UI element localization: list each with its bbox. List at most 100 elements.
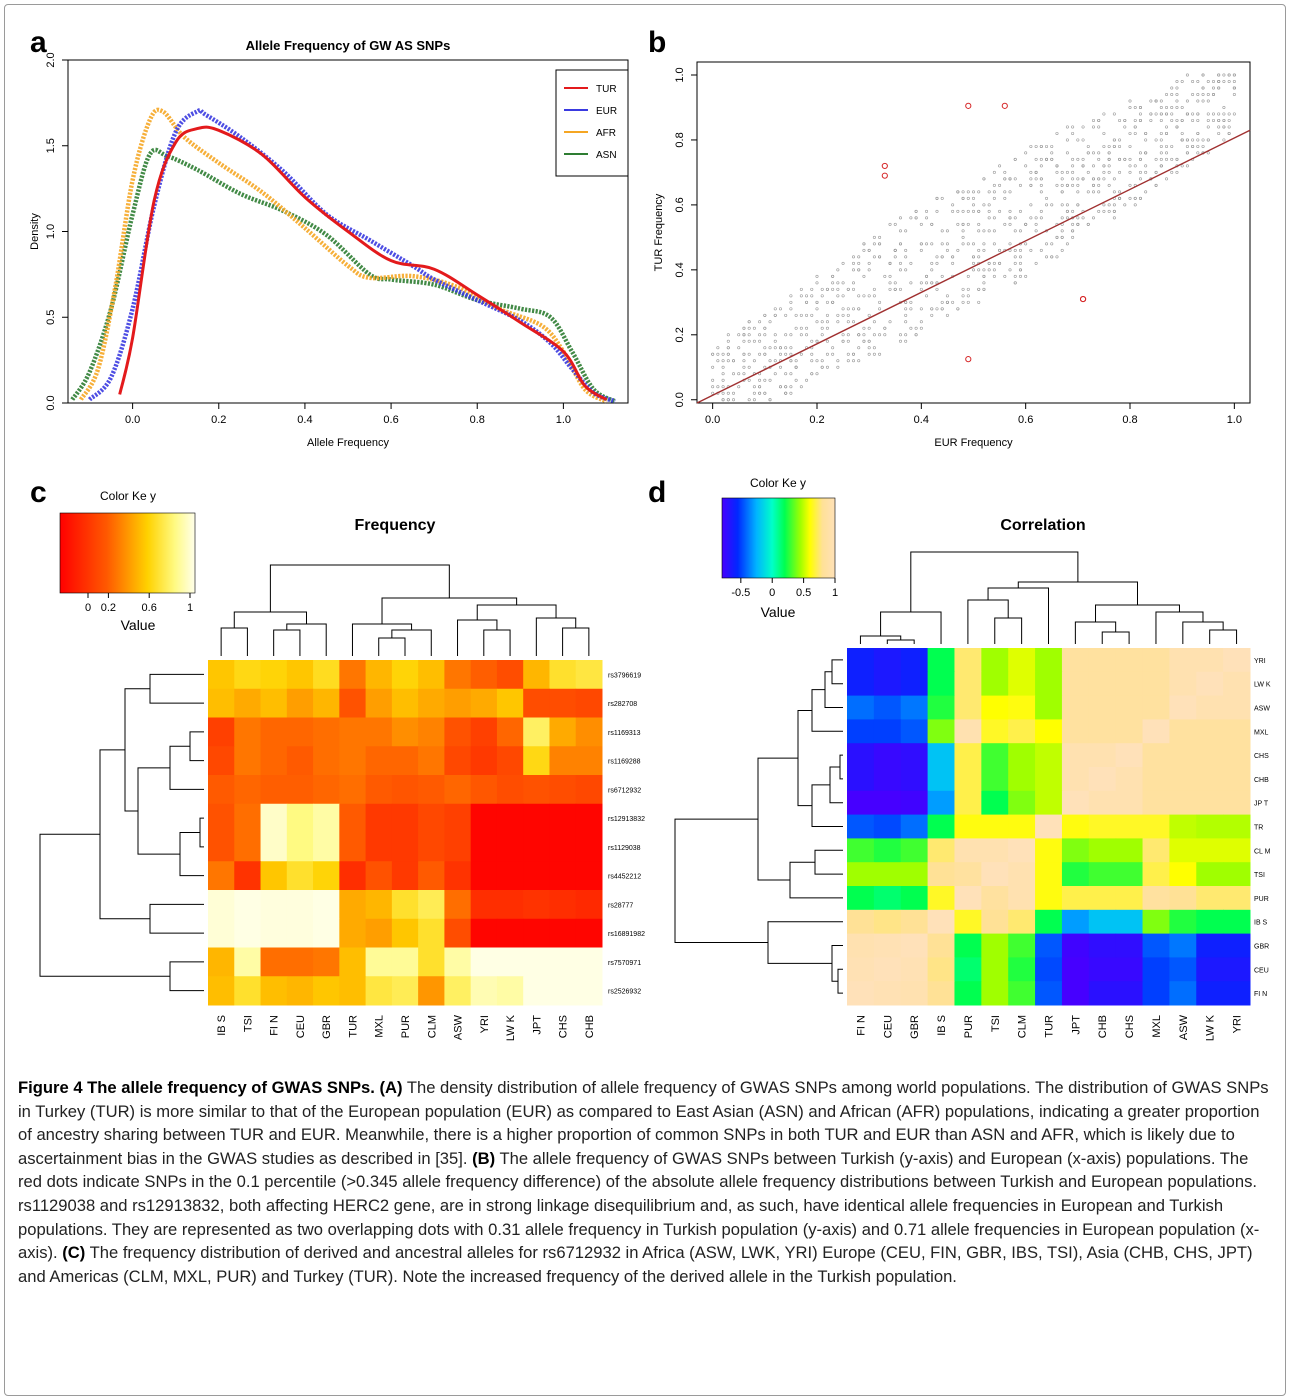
scatter-point — [1029, 144, 1033, 148]
heatmap-cell-c — [549, 717, 577, 747]
heatmap-cell-d — [873, 671, 902, 697]
scatter-point — [726, 391, 730, 395]
dendrogram-branch — [483, 629, 511, 656]
scatter-point — [836, 359, 840, 363]
scatter-point — [846, 339, 850, 343]
scatter-point — [904, 255, 908, 259]
scatter-point — [1138, 196, 1142, 200]
scatter-point — [898, 261, 902, 265]
scatter-point — [778, 365, 782, 369]
scatter-point — [1165, 105, 1169, 109]
scatter-point — [1029, 183, 1033, 187]
heatmap-cell-d — [900, 767, 929, 792]
scatter-point — [1118, 190, 1122, 194]
scatter-point — [810, 313, 814, 317]
scatter-point — [1065, 183, 1069, 187]
dendrogram-branch — [1209, 629, 1238, 644]
y-tick-label-b: 0.2 — [674, 327, 686, 342]
scatter-point — [904, 307, 908, 311]
scatter-point — [992, 183, 996, 187]
scatter-point — [852, 281, 856, 285]
scatter-point — [1154, 183, 1158, 187]
scatter-point — [1217, 73, 1221, 77]
scatter-point — [992, 229, 996, 233]
y-tick-label-b: 0.6 — [674, 197, 686, 212]
scatter-point — [846, 287, 850, 291]
scatter-point — [1227, 73, 1231, 77]
heatmap-cell-d — [847, 648, 875, 673]
heatmap-cell-c — [234, 976, 262, 1006]
scatter-point — [1165, 144, 1169, 148]
heatmap-cell-c — [575, 832, 603, 862]
scatter-point — [919, 307, 923, 311]
heatmap-cell-d — [1008, 695, 1036, 720]
scatter-point — [1086, 222, 1090, 226]
heatmap-cell-c — [496, 717, 524, 747]
scatter-point — [836, 268, 840, 272]
scatter-point — [794, 365, 798, 369]
heatmap-cell-d — [1008, 814, 1036, 839]
heatmap-cell-d — [900, 719, 929, 744]
scatter-point — [956, 190, 960, 194]
scatter-point — [961, 242, 965, 246]
scatter-point — [1039, 177, 1043, 181]
scatter-point — [737, 385, 741, 389]
scatter-point — [888, 261, 892, 265]
scatter-point — [763, 391, 767, 395]
scatter-point — [1013, 255, 1017, 259]
scatter-point — [773, 372, 777, 376]
scatter-point — [1081, 177, 1085, 181]
scatter-point — [1196, 131, 1200, 135]
scatter-point — [1217, 125, 1221, 129]
scatter-point — [1024, 222, 1028, 226]
scatter-point — [1008, 216, 1012, 220]
scatter-point — [1107, 151, 1111, 155]
scatter-point — [998, 248, 1002, 252]
scatter-point — [1180, 79, 1184, 83]
heatmap-cell-d — [1061, 981, 1090, 1006]
heatmap-cell-c — [208, 947, 235, 977]
heatmap-cell-c — [339, 947, 367, 977]
column-label-c: IB S — [216, 1015, 228, 1036]
dendrogram-branch — [169, 745, 204, 790]
scatter-point — [711, 391, 715, 395]
dendrogram-branch — [137, 767, 180, 855]
scatter-point — [1076, 138, 1080, 142]
scatter-point — [992, 190, 996, 194]
scatter-point — [898, 216, 902, 220]
scatter-point — [810, 339, 814, 343]
heatmap-cell-d — [927, 719, 955, 744]
heatmap-cell-d — [1088, 838, 1117, 863]
column-label-c: FI N — [269, 1015, 281, 1036]
scatter-point — [977, 229, 981, 233]
heatmap-cell-c — [496, 746, 524, 776]
heatmap-cell-d — [1035, 719, 1063, 744]
dendrogram-branch — [824, 671, 843, 708]
scatter-point — [721, 372, 725, 376]
heatmap-cell-d — [1142, 862, 1170, 887]
scatter-point — [898, 242, 902, 246]
heatmap-cell-c — [286, 832, 314, 862]
scatter-point — [935, 255, 939, 259]
heatmap-cell-d — [1061, 671, 1090, 697]
scatter-point — [1055, 170, 1059, 174]
heatmap-cell-c — [523, 890, 550, 920]
scatter-point — [940, 300, 944, 304]
heatmap-cell-c — [575, 861, 603, 891]
scatter-point — [778, 352, 782, 356]
scatter-point — [1018, 268, 1022, 272]
row-label-d: LW K — [1254, 682, 1271, 689]
scatter-point — [1191, 144, 1195, 148]
scatter-point — [1091, 125, 1095, 129]
x-tick-label-a: 0.4 — [297, 414, 312, 426]
scatter-point — [852, 261, 856, 265]
scatter-point — [987, 268, 991, 272]
heatmap-cell-d — [1115, 719, 1144, 744]
scatter-point — [773, 339, 777, 343]
scatter-point — [825, 326, 829, 330]
heatmap-cell-c — [418, 861, 445, 891]
heatmap-cell-d — [954, 862, 982, 887]
heatmap-cell-c — [470, 918, 498, 948]
scatter-point — [852, 287, 856, 291]
scatter-point — [763, 326, 767, 330]
